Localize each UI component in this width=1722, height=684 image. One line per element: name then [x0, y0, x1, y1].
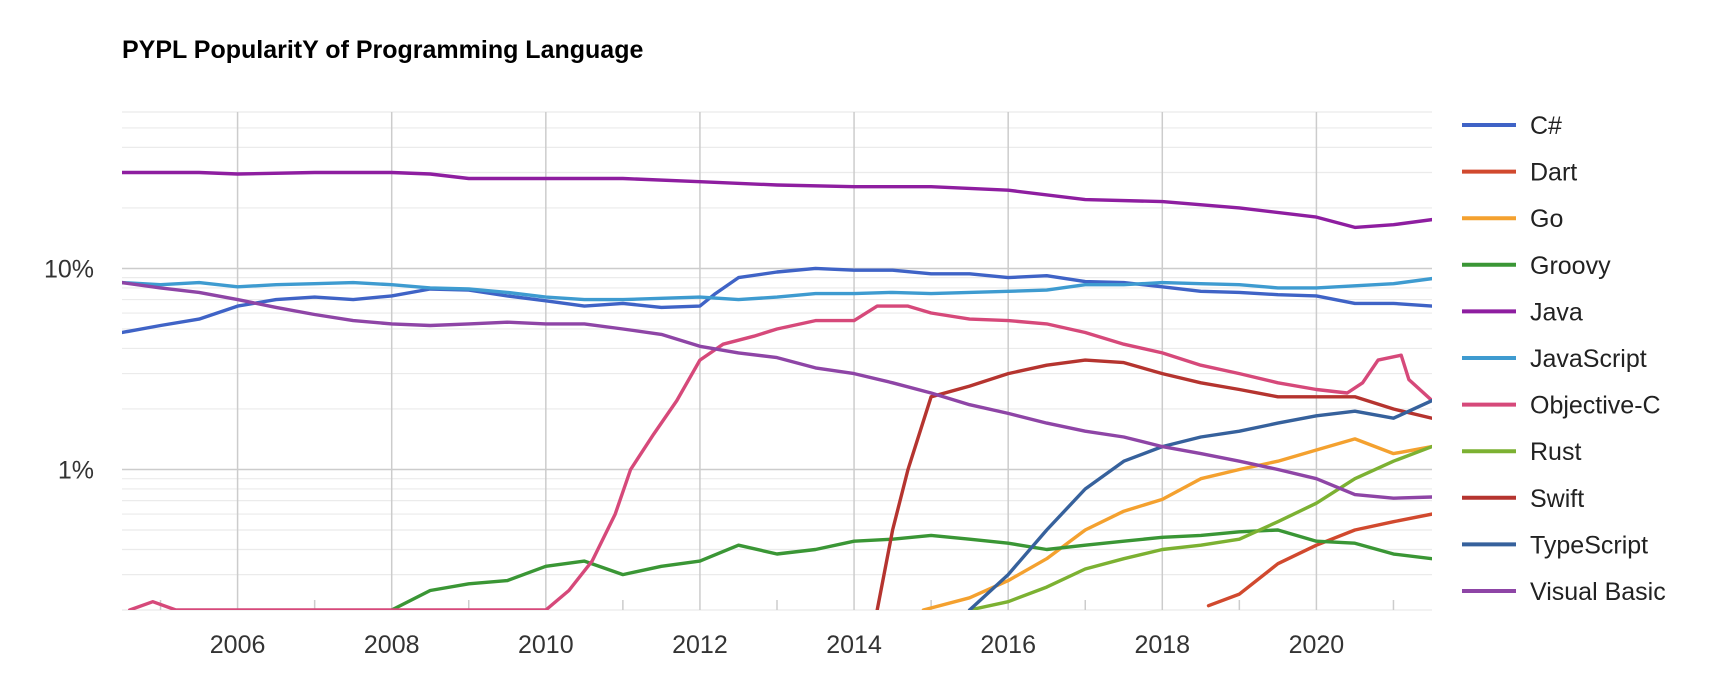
x-tick-label: 2010 — [518, 631, 574, 659]
grid — [122, 111, 1432, 611]
series-line-javascript — [122, 276, 1432, 302]
series-line-swift — [875, 358, 1432, 610]
legend-label: Dart — [1530, 159, 1577, 187]
legend-item-java[interactable]: Java — [1462, 298, 1583, 326]
legend-item-typescript[interactable]: TypeScript — [1462, 531, 1648, 559]
legend-label: Java — [1530, 298, 1583, 326]
x-tick-label: 2016 — [980, 631, 1036, 659]
series-line-java — [122, 170, 1432, 230]
legend-item-groovy[interactable]: Groovy — [1462, 252, 1611, 280]
y-axis: 1% 10% — [44, 255, 94, 484]
legend-item-visual-basic[interactable]: Visual Basic — [1462, 578, 1666, 606]
legend-item-dart[interactable]: Dart — [1462, 159, 1577, 187]
legend-label: Swift — [1530, 485, 1584, 513]
legend-label: Go — [1530, 205, 1563, 233]
series-line-groovy — [390, 528, 1432, 610]
legend-label: Objective-C — [1530, 392, 1661, 420]
legend-item-objective-c[interactable]: Objective-C — [1462, 392, 1661, 420]
legend-item-rust[interactable]: Rust — [1462, 438, 1581, 466]
series-line-go — [921, 437, 1432, 610]
y-tick-label: 10% — [44, 255, 94, 283]
chart-title: PYPL PopularitY of Programming Language — [122, 36, 643, 64]
series-line-visual-basic — [122, 280, 1432, 500]
legend-label: Groovy — [1530, 252, 1611, 280]
legend-label: TypeScript — [1530, 531, 1648, 559]
legend-item-javascript[interactable]: JavaScript — [1462, 345, 1647, 373]
legend-item-csharp[interactable]: C# — [1462, 112, 1562, 140]
x-tick-label: 2014 — [826, 631, 882, 659]
legend: C# Dart Go Groovy Java JavaScript Objective-C R… — [1462, 112, 1666, 606]
x-tick-label: 2008 — [364, 631, 420, 659]
legend-label: Rust — [1530, 438, 1581, 466]
x-tick-label: 2006 — [210, 631, 266, 659]
x-tick-label: 2012 — [672, 631, 728, 659]
x-axis: 2006 2008 2010 2012 2014 2016 2018 2020 — [210, 631, 1344, 659]
x-tick-label: 2020 — [1289, 631, 1345, 659]
y-tick-label: 1% — [58, 456, 94, 484]
legend-label: C# — [1530, 112, 1562, 140]
series-line-rust — [967, 444, 1432, 610]
series-line-dart — [1206, 512, 1432, 608]
series-line-csharp — [122, 266, 1432, 335]
series-line-typescript — [967, 398, 1432, 610]
legend-label: Visual Basic — [1530, 578, 1666, 606]
legend-item-go[interactable]: Go — [1462, 205, 1563, 233]
legend-label: JavaScript — [1530, 345, 1647, 373]
series-line-objective-c — [127, 304, 1432, 610]
legend-item-swift[interactable]: Swift — [1462, 485, 1584, 513]
series-lines — [122, 170, 1432, 610]
x-tick-label: 2018 — [1134, 631, 1190, 659]
